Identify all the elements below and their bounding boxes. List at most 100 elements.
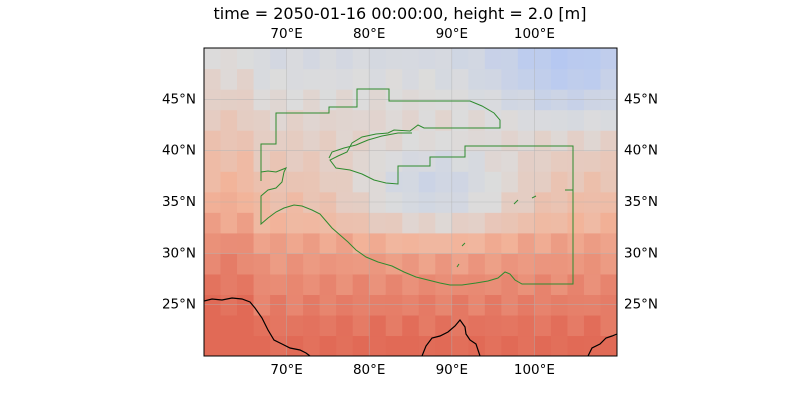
field-cell	[567, 253, 585, 275]
field-cell	[336, 68, 354, 90]
field-cell	[369, 130, 387, 152]
field-cell	[468, 253, 486, 275]
field-cell	[402, 212, 420, 234]
field-cell	[501, 68, 519, 90]
field-cell	[418, 253, 436, 275]
field-cell	[253, 273, 271, 295]
field-cell	[253, 150, 271, 172]
field-cell	[517, 150, 535, 172]
field-cell	[501, 232, 519, 254]
field-cell	[319, 253, 337, 275]
lat-tick-label-left: 45°N	[162, 91, 196, 107]
field-cell	[220, 294, 238, 316]
field-cell	[204, 68, 222, 90]
field-cell	[369, 273, 387, 295]
field-cell	[336, 130, 354, 152]
field-cell	[237, 294, 255, 316]
field-cell	[550, 150, 569, 172]
field-cell	[534, 335, 552, 356]
field-cell	[336, 48, 354, 70]
field-cell	[484, 314, 502, 337]
lat-tick-label-right: 30°N	[624, 245, 658, 261]
lon-tick-label-bottom: 80°E	[353, 362, 385, 378]
field-cell	[567, 232, 585, 254]
field-cell	[600, 48, 617, 70]
field-cell	[451, 150, 469, 172]
field-cell	[600, 130, 617, 152]
field-cell	[204, 232, 222, 254]
field-cell	[501, 314, 519, 337]
field-cell	[319, 273, 337, 295]
field-cell	[418, 335, 436, 356]
field-cell	[369, 171, 387, 193]
field-cell	[501, 212, 519, 234]
field-cell	[237, 68, 255, 90]
field-cell	[369, 212, 387, 234]
lon-tick-label-top: 70°E	[270, 26, 302, 42]
field-cell	[220, 314, 238, 337]
field-cell	[369, 294, 387, 316]
field-cell	[583, 314, 602, 337]
field-cell	[517, 294, 535, 316]
field-cell	[451, 273, 469, 295]
field-cell	[204, 294, 222, 316]
field-cell	[418, 294, 436, 316]
field-cell	[253, 314, 271, 337]
field-cell	[583, 232, 602, 254]
field-cell	[501, 294, 519, 316]
field-cell	[418, 212, 436, 234]
field-cell	[418, 273, 436, 295]
field-cell	[550, 212, 569, 234]
field-cell	[517, 171, 535, 193]
field-cell	[600, 294, 617, 316]
field-cell	[237, 150, 255, 172]
field-cell	[336, 171, 354, 193]
field-cell	[220, 130, 238, 152]
field-cell	[468, 232, 486, 254]
outer-region-boundary	[260, 88, 574, 286]
field-cell	[583, 294, 602, 316]
field-cell	[435, 335, 453, 356]
field-cell	[286, 130, 304, 152]
field-cell	[517, 335, 535, 356]
field-cell	[517, 130, 535, 152]
field-cell	[270, 130, 288, 152]
field-cell	[583, 212, 602, 234]
field-cell	[237, 314, 255, 337]
field-cell	[319, 130, 337, 152]
field-cell	[237, 232, 255, 254]
field-cell	[402, 294, 420, 316]
field-cell	[253, 253, 271, 275]
field-cell	[385, 171, 403, 193]
field-cell	[583, 171, 602, 193]
field-cell	[402, 68, 420, 90]
field-cell	[534, 294, 552, 316]
field-cell	[550, 314, 569, 337]
field-cell	[402, 171, 420, 193]
field-cell	[253, 130, 271, 152]
field-cell	[402, 130, 420, 152]
field-cell	[253, 335, 271, 356]
field-cell	[253, 68, 271, 90]
field-cell	[484, 273, 502, 295]
field-cell	[534, 48, 552, 70]
field-cell	[517, 232, 535, 254]
field-cell	[435, 294, 453, 316]
field-cell	[402, 109, 420, 131]
field-cell	[385, 294, 403, 316]
field-cell	[451, 48, 469, 70]
coastline-southeast-asia	[587, 333, 617, 356]
field-cell	[270, 212, 288, 234]
field-cell	[534, 171, 552, 193]
field-cell	[600, 68, 617, 90]
field-cell	[253, 171, 271, 193]
field-cell	[385, 273, 403, 295]
field-cell	[220, 335, 238, 356]
field-cell	[286, 294, 304, 316]
field-cell	[534, 130, 552, 152]
field-cell	[220, 171, 238, 193]
field-cell	[517, 314, 535, 337]
field-cell	[567, 109, 585, 131]
field-cell	[550, 232, 569, 254]
field-cell	[451, 171, 469, 193]
